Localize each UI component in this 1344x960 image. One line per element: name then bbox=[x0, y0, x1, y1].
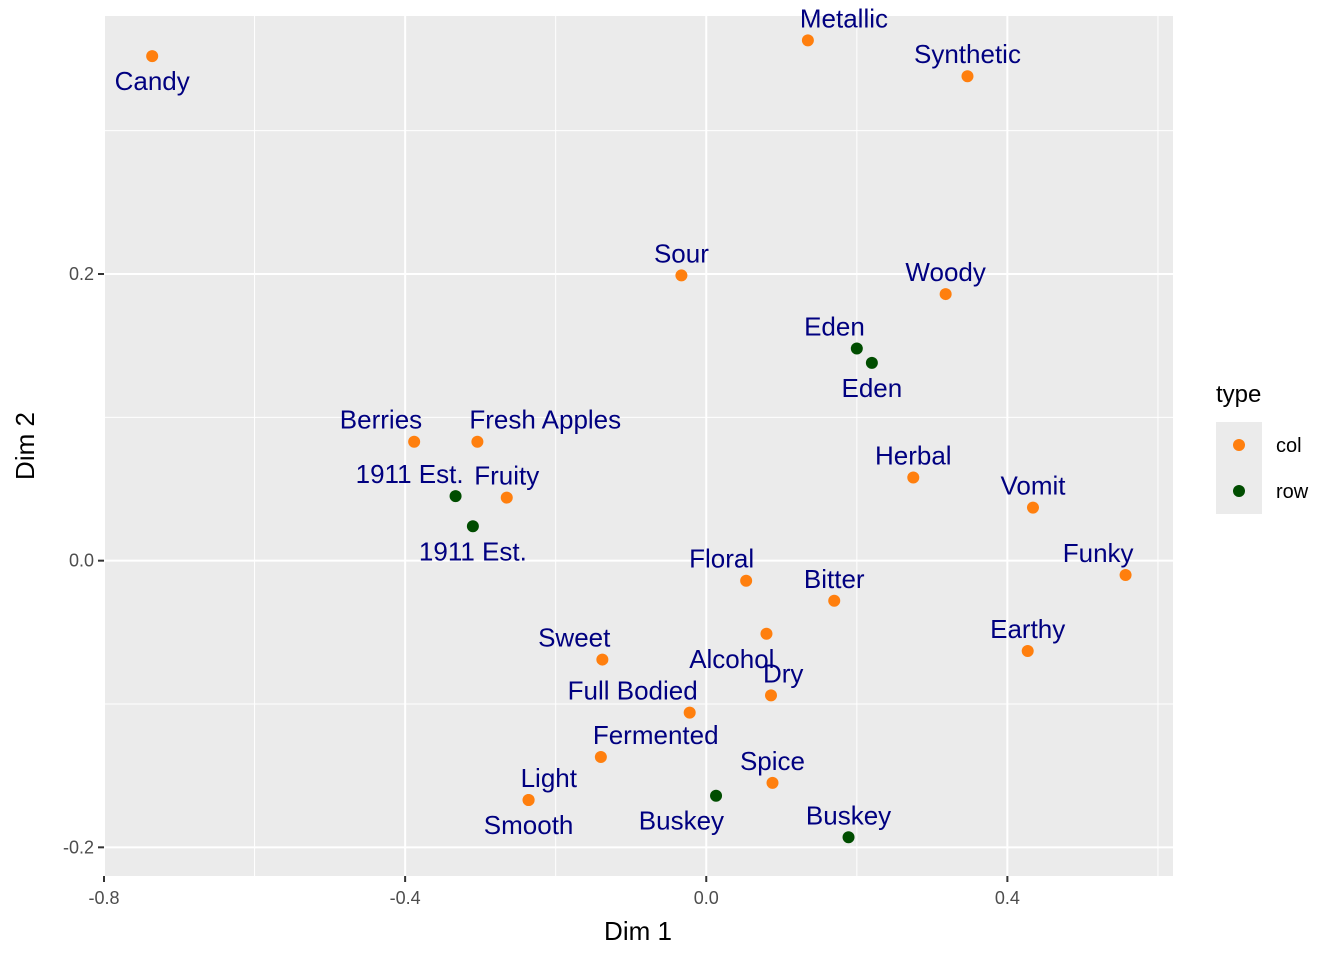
data-point-col bbox=[766, 776, 779, 789]
point-label: Fermented bbox=[593, 720, 719, 750]
data-point-row bbox=[865, 356, 878, 369]
point-label: Herbal bbox=[875, 441, 952, 471]
data-point-col bbox=[1026, 501, 1039, 514]
data-point-col bbox=[594, 751, 607, 764]
x-axis-title: Dim 1 bbox=[604, 916, 672, 946]
data-point-col bbox=[760, 627, 773, 640]
data-point-col bbox=[740, 574, 753, 587]
legend-label-col: col bbox=[1276, 435, 1302, 457]
point-label: Vomit bbox=[1000, 471, 1066, 501]
point-label: 1911 Est. bbox=[356, 459, 464, 489]
data-point-col bbox=[500, 491, 513, 504]
major-grid bbox=[103, 16, 1173, 876]
point-label: Earthy bbox=[990, 614, 1065, 644]
y-axis-title: Dim 2 bbox=[10, 412, 40, 480]
point-label: Metallic bbox=[800, 3, 888, 33]
point-label: Bitter bbox=[804, 564, 865, 594]
data-point-col bbox=[146, 50, 159, 63]
x-tick-label: 0.0 bbox=[694, 888, 719, 908]
y-axis: -0.2 0.0 0.2 bbox=[63, 264, 104, 857]
point-label: Fresh Apples bbox=[469, 405, 621, 435]
data-point-col bbox=[408, 435, 421, 448]
y-tick-label: 0.2 bbox=[69, 264, 94, 284]
x-tick-label: -0.4 bbox=[390, 888, 421, 908]
data-point-col bbox=[675, 269, 688, 282]
data-point-row bbox=[466, 520, 479, 533]
data-point-col bbox=[828, 594, 841, 607]
point-label: Berries bbox=[340, 405, 422, 435]
point-label: Dry bbox=[763, 658, 803, 688]
plot-panel bbox=[104, 16, 1173, 876]
x-axis: -0.8 -0.4 0.0 0.4 bbox=[88, 876, 1020, 908]
point-label: Smooth bbox=[484, 810, 574, 840]
legend-title: type bbox=[1216, 381, 1261, 408]
data-point-row bbox=[449, 490, 462, 503]
point-label: Eden bbox=[842, 373, 903, 403]
legend: type col row bbox=[1216, 381, 1309, 514]
data-point-col bbox=[939, 288, 952, 301]
data-point-col bbox=[764, 689, 777, 702]
point-label: Sour bbox=[654, 238, 709, 268]
labels-layer: Candy Metallic Synthetic Sour Woody Berries Fr… bbox=[115, 3, 1134, 840]
data-point-row bbox=[850, 342, 863, 355]
point-label: Funky bbox=[1063, 538, 1134, 568]
legend-key-col bbox=[1233, 439, 1245, 451]
x-tick-label: -0.8 bbox=[88, 888, 119, 908]
data-point-col bbox=[1021, 644, 1034, 657]
minor-grid bbox=[104, 16, 1173, 876]
x-tick-label: 0.4 bbox=[995, 888, 1020, 908]
point-label: Eden bbox=[804, 312, 865, 342]
data-point-col bbox=[522, 794, 535, 807]
data-point-col bbox=[961, 70, 974, 83]
y-tick-label: -0.2 bbox=[63, 837, 94, 857]
point-label: Sweet bbox=[538, 623, 611, 653]
point-label: Synthetic bbox=[914, 39, 1021, 69]
data-point-col bbox=[801, 34, 814, 47]
points-layer bbox=[146, 34, 1132, 844]
data-point-col bbox=[596, 653, 609, 666]
data-point-col bbox=[1119, 569, 1132, 581]
point-label: Full Bodied bbox=[568, 676, 698, 706]
point-label: Spice bbox=[740, 746, 805, 776]
data-point-col bbox=[471, 435, 484, 448]
point-label: 1911 Est. bbox=[419, 536, 527, 566]
data-point-row bbox=[842, 831, 855, 844]
point-label: Alcohol bbox=[689, 644, 774, 674]
data-point-col bbox=[907, 471, 920, 484]
point-label: Woody bbox=[905, 257, 985, 287]
point-label: Fruity bbox=[474, 461, 539, 491]
point-label: Floral bbox=[689, 544, 754, 574]
point-label: Light bbox=[521, 763, 578, 793]
legend-key-row bbox=[1233, 485, 1245, 497]
legend-label-row: row bbox=[1276, 481, 1309, 503]
data-point-col bbox=[683, 706, 696, 719]
point-label: Buskey bbox=[806, 800, 891, 830]
y-tick-label: 0.0 bbox=[69, 551, 94, 571]
point-label: Buskey bbox=[639, 806, 724, 836]
point-label: Candy bbox=[115, 66, 190, 96]
data-point-row bbox=[710, 789, 723, 802]
